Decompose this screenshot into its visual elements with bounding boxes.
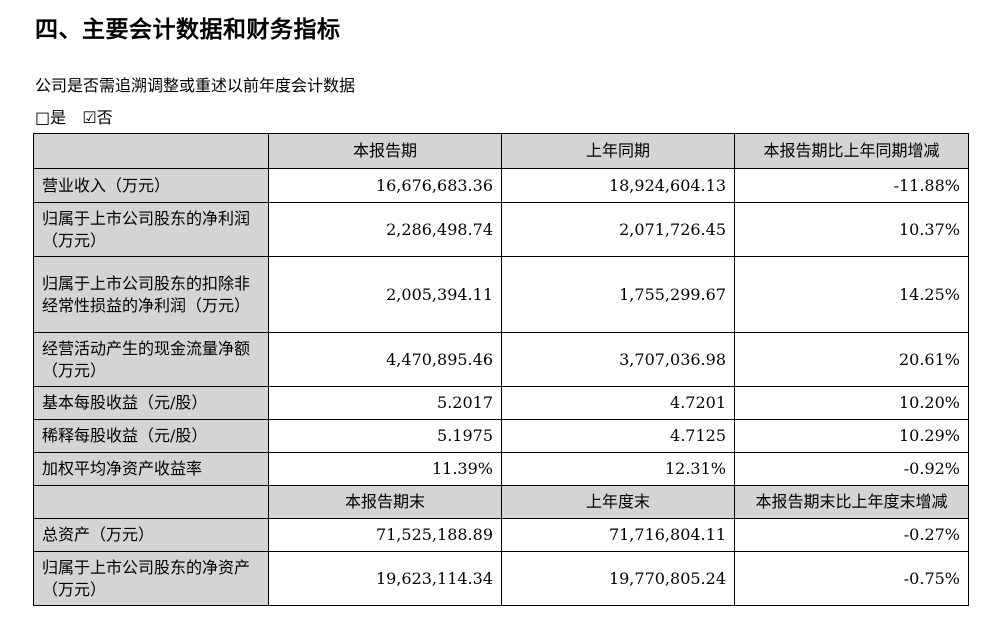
column-header: 本报告期末 [268, 485, 502, 519]
cell-current: 19,623,114.34 [268, 551, 502, 606]
financial-indicators-table: 本报告期 上年同期 本报告期比上年同期增减 营业收入（万元） 16,676,68… [33, 133, 969, 606]
cell-change: 10.37% [734, 202, 969, 257]
column-header: 上年同期 [501, 133, 735, 169]
section-heading: 四、主要会计数据和财务指标 [35, 16, 341, 43]
column-header: 本报告期末比上年度末增减 [734, 485, 969, 519]
option-yes-label: 是 [50, 108, 67, 127]
cell-prior: 3,707,036.98 [501, 332, 735, 387]
cell-current: 71,525,188.89 [268, 518, 502, 552]
table-header-row: 本报告期 上年同期 本报告期比上年同期增减 [33, 133, 969, 169]
cell-prior: 4.7201 [501, 386, 735, 420]
cell-prior: 19,770,805.24 [501, 551, 735, 606]
cell-prior: 2,071,726.45 [501, 202, 735, 257]
cell-current: 2,005,394.11 [268, 256, 502, 333]
table-row: 基本每股收益（元/股） 5.2017 4.7201 10.20% [33, 386, 969, 420]
cell-prior: 4.7125 [501, 419, 735, 453]
table-row: 营业收入（万元） 16,676,683.36 18,924,604.13 -11… [33, 168, 969, 203]
row-label: 归属于上市公司股东的净资产（万元） [33, 551, 269, 606]
restatement-options: □是 ☑否 [35, 104, 113, 128]
checkbox-unchecked-icon: □ [35, 108, 51, 127]
table-header-row: 本报告期末 上年度末 本报告期末比上年度末增减 [33, 485, 969, 519]
cell-current: 11.39% [268, 452, 502, 486]
table-row: 归属于上市公司股东的扣除非经常性损益的净利润（万元） 2,005,394.11 … [33, 256, 969, 333]
table-row: 归属于上市公司股东的净利润（万元） 2,286,498.74 2,071,726… [33, 202, 969, 257]
checkbox-checked-icon: ☑ [82, 108, 97, 127]
cell-change: 20.61% [734, 332, 969, 387]
row-label: 总资产（万元） [33, 518, 269, 552]
cell-change: 10.29% [734, 419, 969, 453]
cell-change: -0.75% [734, 551, 969, 606]
cell-prior: 1,755,299.67 [501, 256, 735, 333]
row-label: 归属于上市公司股东的扣除非经常性损益的净利润（万元） [33, 256, 269, 333]
cell-prior: 71,716,804.11 [501, 518, 735, 552]
cell-change: -0.27% [734, 518, 969, 552]
row-label: 稀释每股收益（元/股） [33, 419, 269, 453]
cell-change: 10.20% [734, 386, 969, 420]
cell-current: 2,286,498.74 [268, 202, 502, 257]
cell-current: 16,676,683.36 [268, 168, 502, 203]
row-label: 基本每股收益（元/股） [33, 386, 269, 420]
column-header: 上年度末 [501, 485, 735, 519]
cell-current: 5.2017 [268, 386, 502, 420]
cell-change: -0.92% [734, 452, 969, 486]
table-row: 加权平均净资产收益率 11.39% 12.31% -0.92% [33, 452, 969, 486]
row-label: 营业收入（万元） [33, 168, 269, 203]
cell-change: -11.88% [734, 168, 969, 203]
cell-current: 5.1975 [268, 419, 502, 453]
table-row: 经营活动产生的现金流量净额（万元） 4,470,895.46 3,707,036… [33, 332, 969, 387]
table-row: 总资产（万元） 71,525,188.89 71,716,804.11 -0.2… [33, 518, 969, 552]
cell-change: 14.25% [734, 256, 969, 333]
table-row: 归属于上市公司股东的净资产（万元） 19,623,114.34 19,770,8… [33, 551, 969, 606]
table-row: 稀释每股收益（元/股） 5.1975 4.7125 10.29% [33, 419, 969, 453]
cell-current: 4,470,895.46 [268, 332, 502, 387]
row-label: 经营活动产生的现金流量净额（万元） [33, 332, 269, 387]
option-no-label: 否 [96, 108, 113, 127]
cell-prior: 12.31% [501, 452, 735, 486]
column-header: 本报告期比上年同期增减 [734, 133, 969, 169]
restatement-question: 公司是否需追溯调整或重述以前年度会计数据 [35, 76, 356, 95]
header-blank-cell [33, 133, 269, 169]
column-header: 本报告期 [268, 133, 502, 169]
header-blank-cell [33, 485, 269, 519]
row-label: 归属于上市公司股东的净利润（万元） [33, 202, 269, 257]
row-label: 加权平均净资产收益率 [33, 452, 269, 486]
cell-prior: 18,924,604.13 [501, 168, 735, 203]
